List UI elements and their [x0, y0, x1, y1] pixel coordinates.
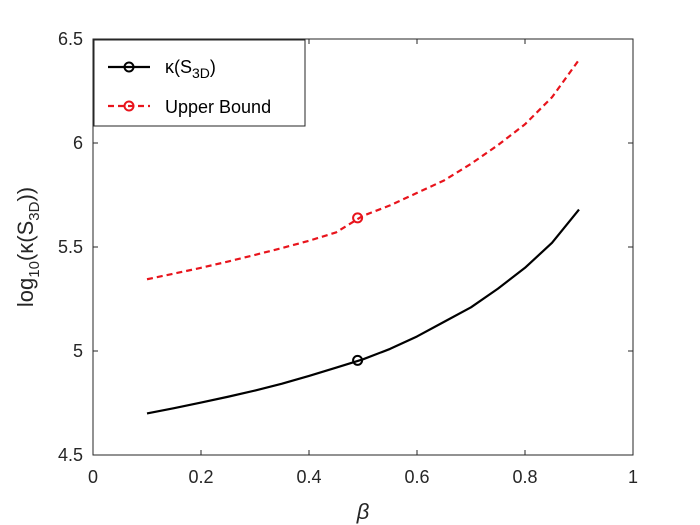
series-marker-upper-bound	[352, 212, 364, 224]
y-label-sub-10: 10	[26, 261, 43, 278]
y-tick-label: 4.5	[58, 445, 83, 465]
x-tick-label: 0	[88, 467, 98, 487]
x-tick-label: 0.8	[512, 467, 537, 487]
series-marker-kappa	[352, 354, 364, 366]
y-tick-label: 6	[73, 133, 83, 153]
x-tick-label: 0.4	[296, 467, 321, 487]
y-axis: 4.5 5 5.5 6 6.5	[58, 29, 633, 465]
legend-text-upper-bound: Upper Bound	[165, 97, 271, 117]
x-tick-label: 0.2	[188, 467, 213, 487]
y-tick-label: 5	[73, 341, 83, 361]
y-label-sub-3d: 3D	[26, 201, 43, 220]
legend-text-kappa: κ(S3D)	[165, 57, 216, 81]
legend-marker-upper-bound	[123, 100, 135, 112]
y-label-log: log	[13, 278, 38, 307]
y-axis-label: log10(κ(S3D))	[13, 187, 43, 307]
series-line-upper-bound	[146, 59, 580, 281]
x-tick-label: 0.6	[404, 467, 429, 487]
y-label-kappa: (κ(S	[13, 221, 38, 261]
legend-box	[93, 39, 306, 127]
x-tick-label: 1	[628, 467, 638, 487]
y-tick-label: 5.5	[58, 237, 83, 257]
x-axis-label: β	[356, 499, 370, 524]
y-tick-label: 6.5	[58, 29, 83, 49]
series-layer	[146, 59, 580, 415]
y-label-close: ))	[13, 187, 38, 202]
legend-marker-kappa	[123, 61, 135, 73]
legend: κ(S3D) Upper Bound	[93, 39, 306, 127]
